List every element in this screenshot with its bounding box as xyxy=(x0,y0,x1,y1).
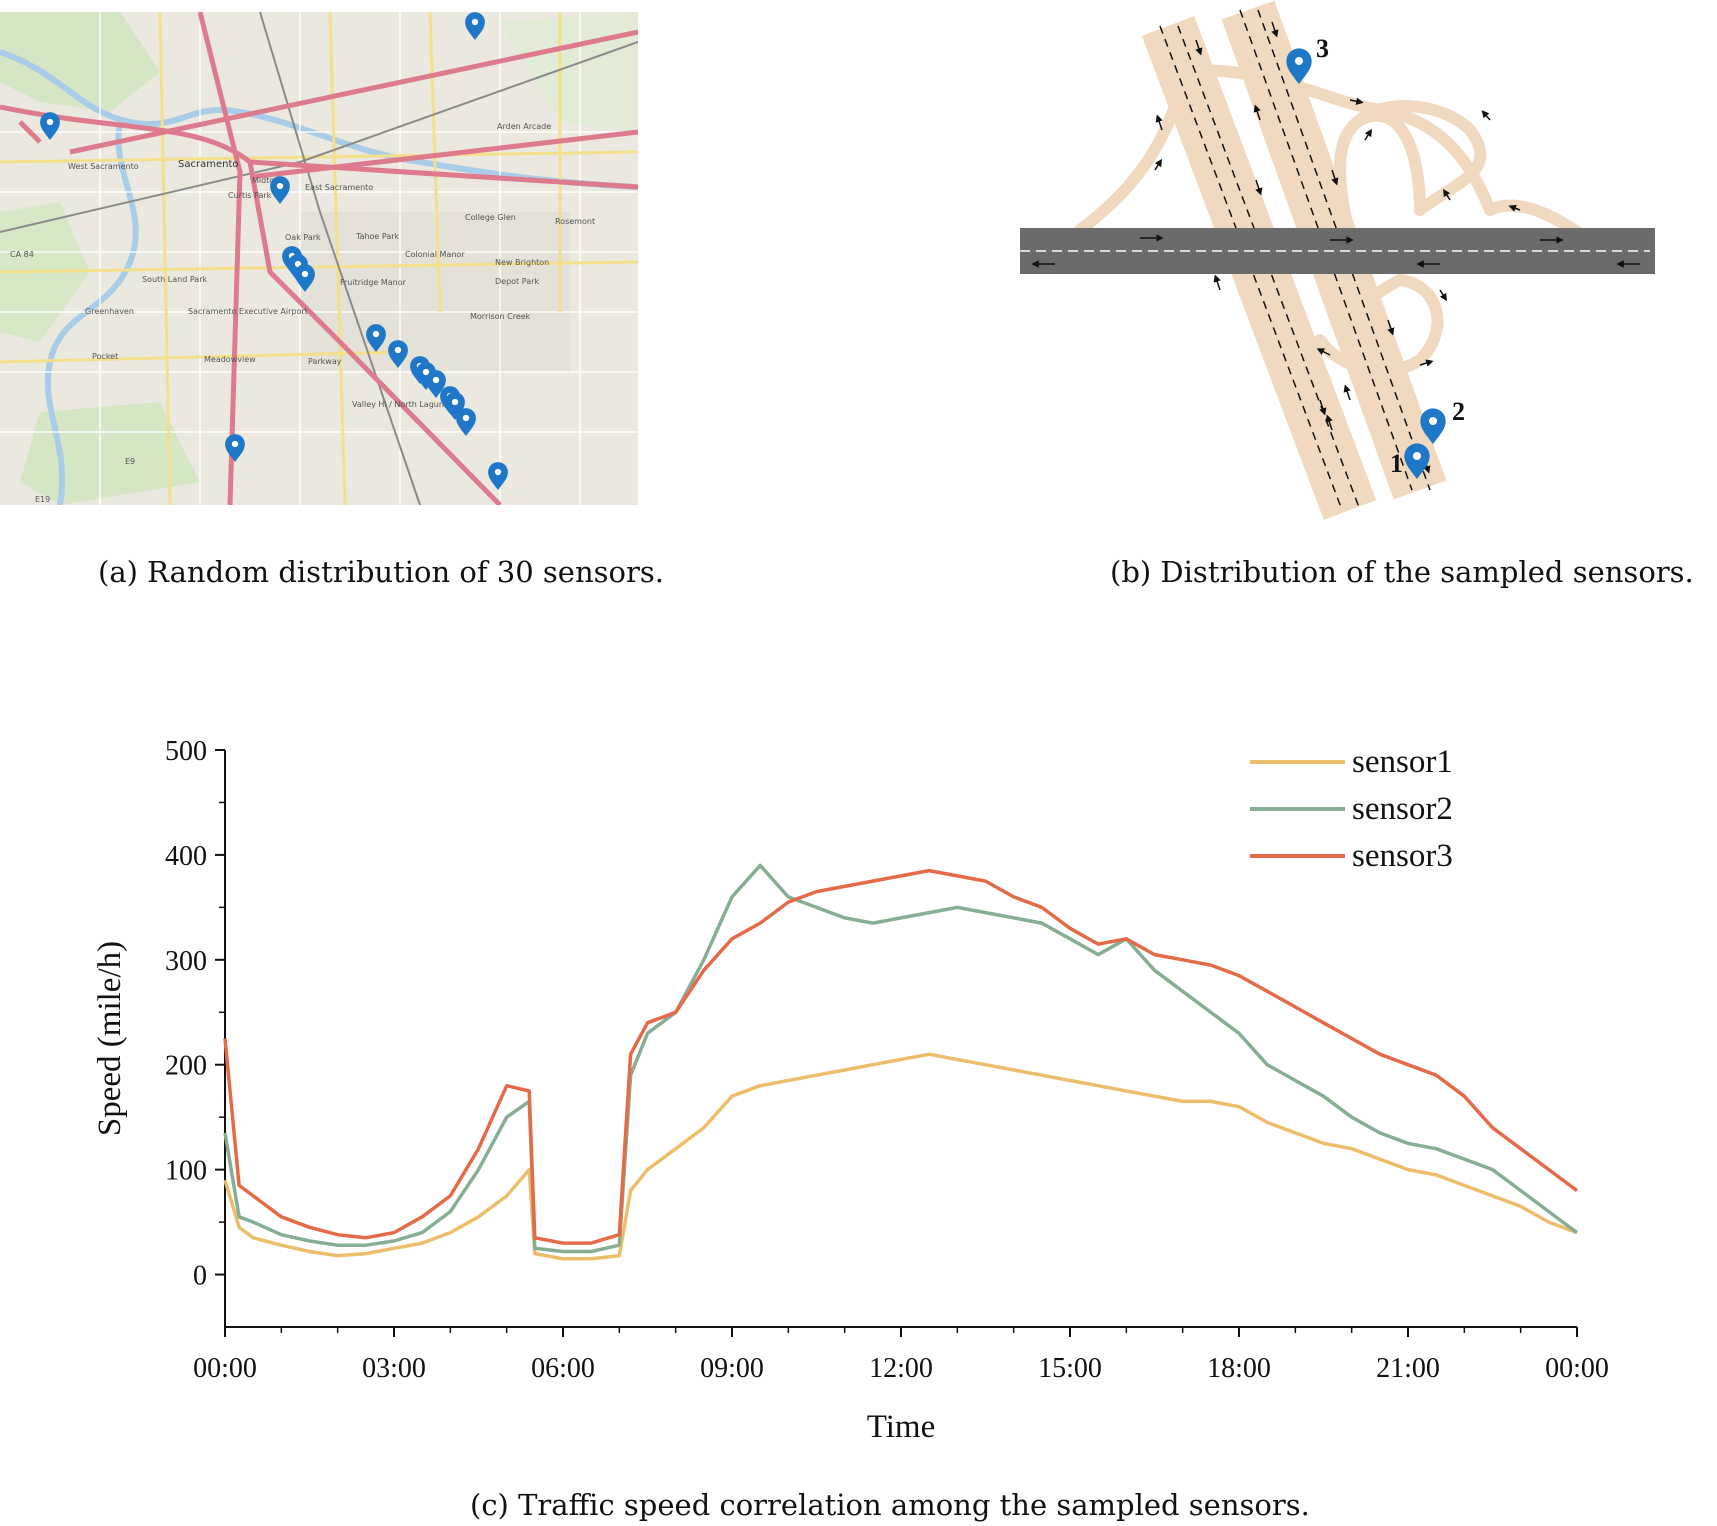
sensor-number-2: 2 xyxy=(1452,397,1465,426)
map-label-valley-hi: Valley Hi / North Laguna xyxy=(352,400,449,409)
map-pin-icon xyxy=(465,12,485,40)
sensor-number-1: 1 xyxy=(1390,449,1403,478)
y-axis-title: Speed (mile/h) xyxy=(92,941,128,1136)
map-label-parkway: Parkway xyxy=(308,357,342,366)
map-label-arden-arcade: Arden Arcade xyxy=(497,122,551,131)
map-label-sacramento: Sacramento xyxy=(178,159,238,170)
map-label-e9: E9 xyxy=(125,457,135,466)
diagram-canvas: 3 2 1 xyxy=(1015,0,1655,520)
x-axis-title: Time xyxy=(867,1409,935,1445)
x-tick-label: 00:00 xyxy=(193,1353,257,1384)
diagram-markers xyxy=(1286,48,1446,479)
y-tick-label: 500 xyxy=(165,736,207,767)
map-label-greenhaven: Greenhaven xyxy=(85,307,134,316)
caption-a: (a) Random distribution of 30 sensors. xyxy=(98,555,664,589)
legend-label-sensor1: sensor1 xyxy=(1352,744,1453,780)
map-label-east-sacramento: East Sacramento xyxy=(305,183,373,192)
map-canvas: West Sacramento Sacramento Midtown East … xyxy=(0,12,638,505)
map-pin-icon xyxy=(388,340,408,368)
sensor-number-3: 3 xyxy=(1316,34,1329,63)
map-label-airport: Sacramento Executive Airport xyxy=(188,307,308,316)
y-tick-label: 400 xyxy=(165,841,207,872)
map-label-tahoe-park: Tahoe Park xyxy=(355,232,400,241)
map-pin-icon xyxy=(295,264,315,292)
x-tick-label: 09:00 xyxy=(700,1353,764,1384)
map-label-rosemont: Rosemont xyxy=(555,217,595,226)
interchange-diagram: 3 2 1 xyxy=(1015,0,1682,528)
map-label-west-sacramento: West Sacramento xyxy=(68,162,139,171)
caption-c: (c) Traffic speed correlation among the … xyxy=(470,1488,1310,1522)
sensor-map: West Sacramento Sacramento Midtown East … xyxy=(0,12,638,505)
y-tick-label: 100 xyxy=(165,1156,207,1187)
series-line-sensor3 xyxy=(223,868,1579,1245)
legend-label-sensor3: sensor3 xyxy=(1352,838,1453,874)
map-label-midtown: Midtown xyxy=(252,176,286,185)
map-label-colonial-manor: Colonial Manor xyxy=(405,250,465,259)
map-pin-icon xyxy=(270,176,290,204)
map-label-fruitridge-manor: Fruitridge Manor xyxy=(340,278,407,287)
x-tick-label: 18:00 xyxy=(1207,1353,1271,1384)
map-pin-icon xyxy=(40,112,60,140)
chart-series xyxy=(223,863,1579,1261)
map-label-pocket: Pocket xyxy=(92,352,118,361)
map-label-morrison-creek: Morrison Creek xyxy=(470,312,531,321)
x-tick-label: 00:00 xyxy=(1545,1353,1609,1384)
series-line-sensor1 xyxy=(223,1052,1578,1261)
legend-label-sensor2: sensor2 xyxy=(1352,791,1453,827)
map-label-oak-park: Oak Park xyxy=(285,233,321,242)
map-label-college-glen: College Glen xyxy=(465,213,516,222)
map-label-e19: E19 xyxy=(35,495,50,504)
map-pin-icon xyxy=(488,462,508,490)
map-pin-icon xyxy=(225,434,245,462)
speed-chart-canvas: 0 100 200 300 400 500 00:00 03:00 06:00 09:00 12:0… xyxy=(92,736,1609,1445)
map-pin-icon xyxy=(366,324,386,352)
x-tick-label: 21:00 xyxy=(1376,1353,1440,1384)
map-label-depot-park: Depot Park xyxy=(495,277,539,286)
map-pin-icon xyxy=(456,408,476,436)
x-tick-label: 15:00 xyxy=(1038,1353,1102,1384)
x-tick-label: 03:00 xyxy=(362,1353,426,1384)
map-markers xyxy=(40,12,508,490)
caption-b: (b) Distribution of the sampled sensors. xyxy=(1110,555,1694,589)
y-tick-label: 0 xyxy=(193,1261,207,1292)
y-tick-label: 200 xyxy=(165,1051,207,1082)
sensor-3-pin-icon xyxy=(1286,48,1312,84)
map-pin-icon xyxy=(426,370,446,398)
sensor-1-pin-icon xyxy=(1404,443,1430,479)
map-label-meadowview: Meadowview xyxy=(204,355,256,364)
chart-legend: sensor1 sensor2 sensor3 xyxy=(1250,744,1453,874)
x-tick-label: 06:00 xyxy=(531,1353,595,1384)
sensor-2-pin-icon xyxy=(1420,408,1446,444)
chart-axes: 0 100 200 300 400 500 00:00 03:00 06:00 09:00 12:0… xyxy=(165,736,1609,1384)
map-label-ca84: CA 84 xyxy=(10,250,34,259)
map-label-south-land-park: South Land Park xyxy=(142,275,208,284)
map-label-new-brighton: New Brighton xyxy=(495,258,549,267)
series-line-sensor2 xyxy=(223,863,1579,1254)
map-label-curtis-park: Curtis Park xyxy=(228,191,272,200)
x-tick-label: 12:00 xyxy=(869,1353,933,1384)
speed-chart: 0 100 200 300 400 500 00:00 03:00 06:00 09:00 12:0… xyxy=(80,725,1700,1455)
y-tick-label: 300 xyxy=(165,946,207,977)
